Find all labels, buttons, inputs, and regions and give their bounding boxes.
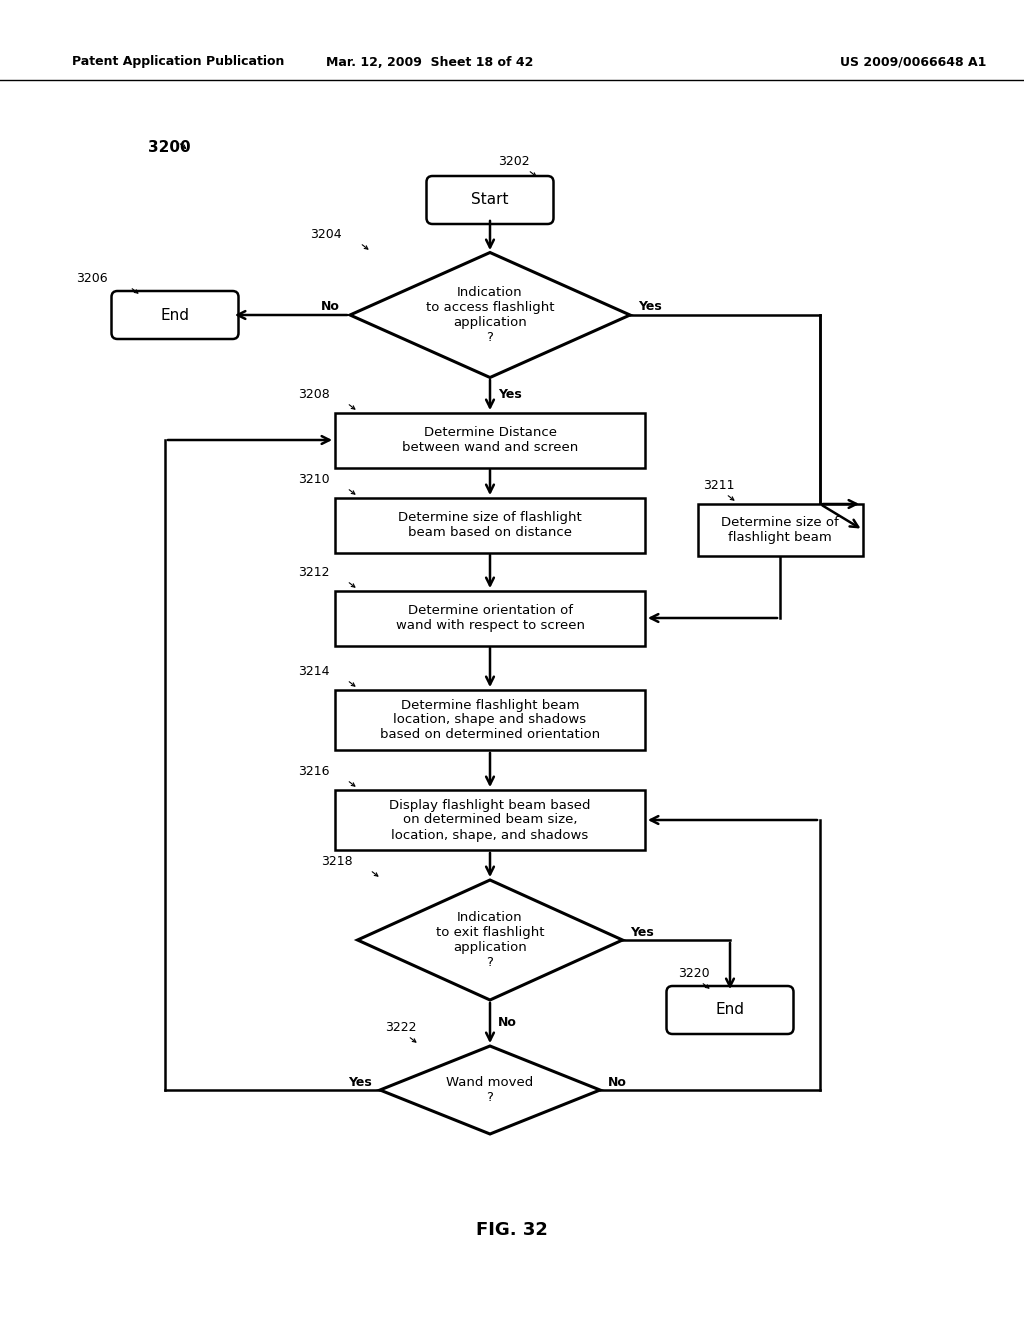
Text: 3214: 3214 [299, 665, 330, 678]
Text: FIG. 32: FIG. 32 [476, 1221, 548, 1239]
Text: Yes: Yes [348, 1076, 372, 1089]
Text: Determine size of
flashlight beam: Determine size of flashlight beam [721, 516, 839, 544]
Text: Mar. 12, 2009  Sheet 18 of 42: Mar. 12, 2009 Sheet 18 of 42 [327, 55, 534, 69]
Polygon shape [350, 252, 630, 378]
Text: End: End [161, 308, 189, 322]
Text: 3206: 3206 [77, 272, 108, 285]
FancyBboxPatch shape [667, 986, 794, 1034]
Bar [335, 690, 645, 750]
Bar [335, 412, 645, 467]
Text: Determine flashlight beam
location, shape and shadows
based on determined orient: Determine flashlight beam location, shap… [380, 698, 600, 742]
Text: Wand moved
?: Wand moved ? [446, 1076, 534, 1104]
Bar [335, 498, 645, 553]
Text: Determine orientation of
wand with respect to screen: Determine orientation of wand with respe… [395, 605, 585, 632]
Text: Indication
to exit flashlight
application
?: Indication to exit flashlight applicatio… [436, 911, 544, 969]
Polygon shape [357, 880, 623, 1001]
Text: 3210: 3210 [298, 473, 330, 486]
Text: Determine size of flashlight
beam based on distance: Determine size of flashlight beam based … [398, 511, 582, 539]
Polygon shape [380, 1045, 600, 1134]
Text: No: No [608, 1076, 627, 1089]
Text: Start: Start [471, 193, 509, 207]
Bar [335, 789, 645, 850]
Text: Display flashlight beam based
on determined beam size,
location, shape, and shad: Display flashlight beam based on determi… [389, 799, 591, 842]
FancyBboxPatch shape [427, 176, 554, 224]
Text: End: End [716, 1002, 744, 1018]
FancyBboxPatch shape [112, 290, 239, 339]
Text: 3220: 3220 [678, 968, 710, 979]
Text: Yes: Yes [498, 388, 522, 401]
Text: Determine Distance
between wand and screen: Determine Distance between wand and scre… [401, 426, 579, 454]
Text: 3208: 3208 [298, 388, 330, 401]
Text: 3222: 3222 [385, 1020, 417, 1034]
Bar [697, 504, 862, 556]
Text: US 2009/0066648 A1: US 2009/0066648 A1 [840, 55, 986, 69]
Text: No: No [322, 301, 340, 314]
Text: Yes: Yes [630, 925, 653, 939]
Text: 3211: 3211 [703, 479, 734, 492]
Bar [335, 590, 645, 645]
Text: 3216: 3216 [299, 766, 330, 777]
Text: Yes: Yes [638, 301, 662, 314]
Text: 3218: 3218 [322, 855, 353, 869]
Text: 3204: 3204 [310, 228, 342, 242]
Text: Patent Application Publication: Patent Application Publication [72, 55, 285, 69]
Text: Indication
to access flashlight
application
?: Indication to access flashlight applicat… [426, 286, 554, 345]
Text: 3212: 3212 [299, 566, 330, 579]
Text: No: No [498, 1016, 517, 1030]
Text: 3202: 3202 [498, 154, 529, 168]
Text: 3200: 3200 [148, 140, 190, 156]
